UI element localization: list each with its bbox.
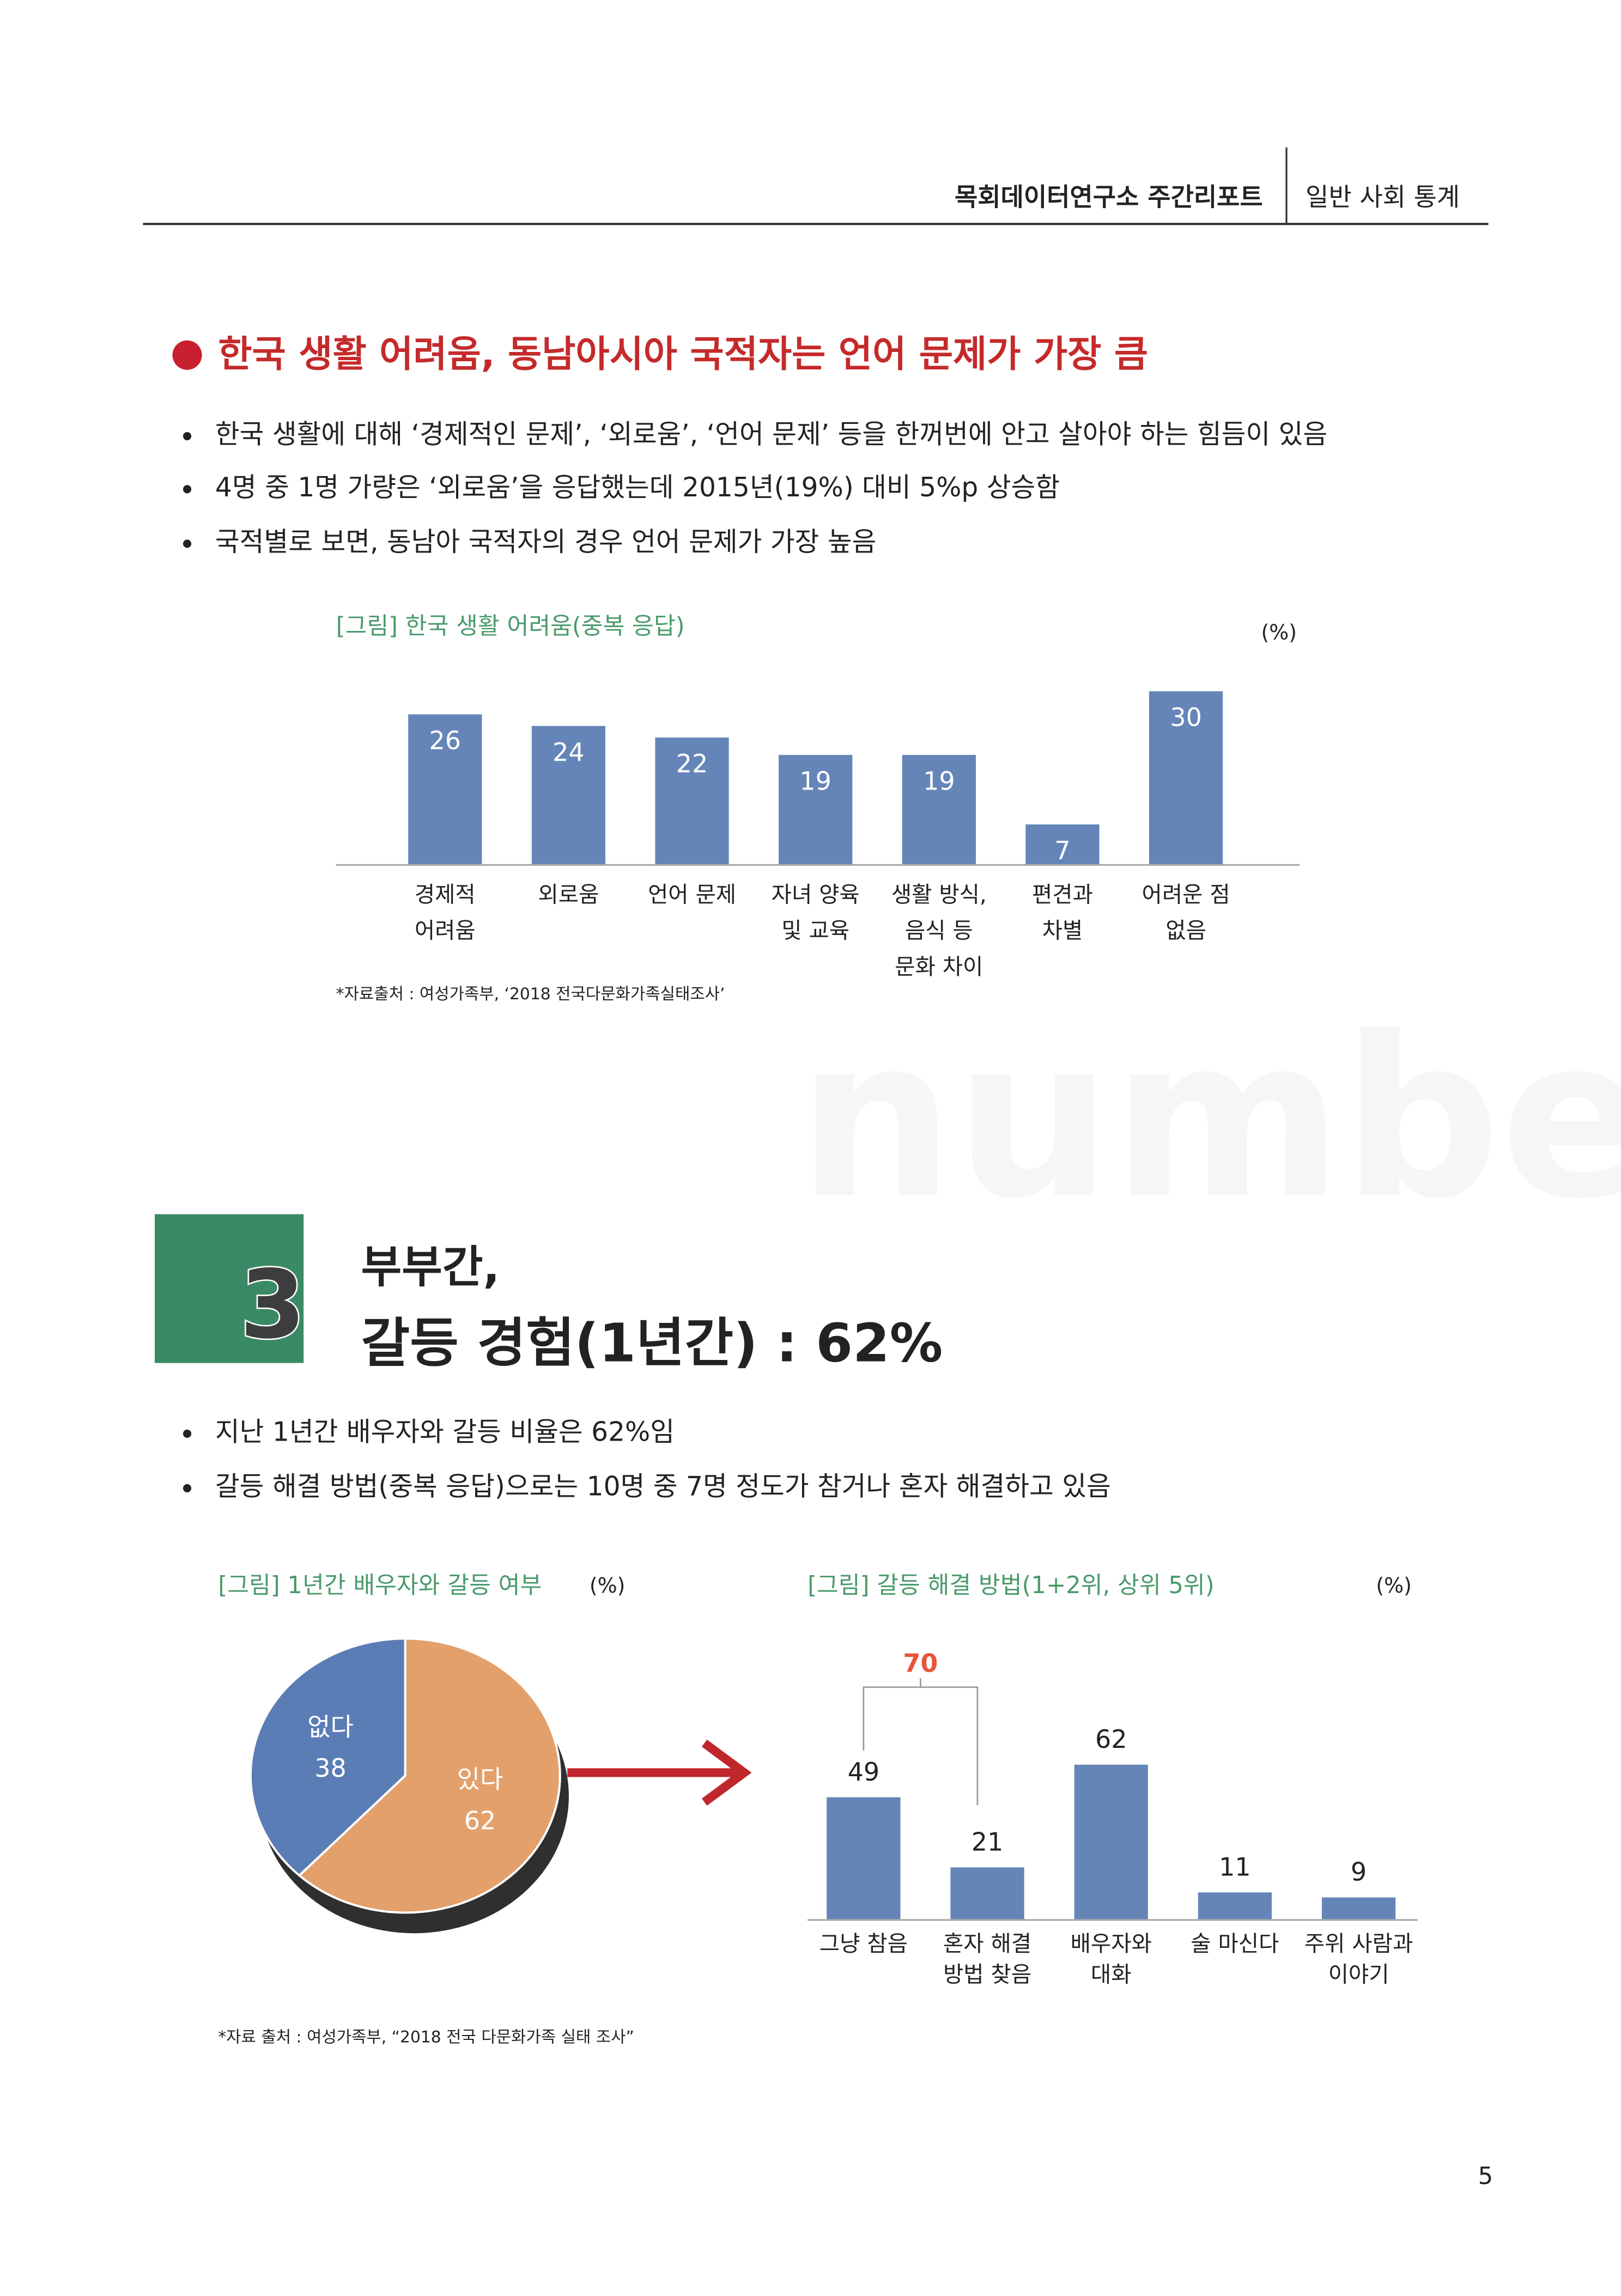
bullet-text: 갈등 해결 방법(중복 응답)으로는 10명 중 7명 정도가 참거나 혼자 해…: [215, 1471, 1111, 1502]
slice-value: 38: [314, 1753, 346, 1783]
category-label: 주위 사람과: [1304, 1930, 1413, 1957]
watermark: numbers: [797, 989, 1621, 1247]
category-label: 자녀 양육: [772, 881, 860, 907]
bullet-text: 4명 중 1명 가량은 ‘외로움’을 응답했는데 2015년(19%) 대비 5…: [215, 472, 1060, 503]
category-label: 이야기: [1328, 1961, 1389, 1988]
category-label: 편견과: [1032, 881, 1093, 907]
section-title: 갈등 경험(1년간) : 62%: [361, 1313, 943, 1374]
bar: [950, 1867, 1024, 1920]
category-label: 없음: [1165, 918, 1206, 944]
value-label: 9: [1351, 1857, 1367, 1887]
value-label: 22: [676, 749, 708, 779]
unit-label: (%): [1376, 1574, 1412, 1598]
category-label: 혼자 해결: [943, 1930, 1031, 1957]
section-box: [155, 1214, 304, 1363]
value-label: 24: [553, 737, 584, 767]
bar: [902, 755, 976, 865]
heading-dot: [172, 340, 202, 370]
chart-title: [그림] 갈등 해결 방법(1+2위, 상위 5위): [808, 1572, 1215, 1599]
header-title: 목회데이터연구소 주간리포트: [955, 183, 1263, 212]
value-label: 49: [848, 1757, 879, 1787]
value-label: 19: [799, 766, 831, 795]
bar: [827, 1797, 901, 1920]
value-label: 19: [923, 766, 955, 795]
chart-title: [그림] 한국 생활 어려움(중복 응답): [336, 613, 685, 640]
category-label: 배우자와: [1071, 1930, 1152, 1957]
category-label: 및 교육: [781, 918, 849, 944]
bar: [408, 714, 482, 865]
pie-slice: [249, 1637, 406, 1877]
bullet-text: 한국 생활에 대해 ‘경제적인 문제’, ‘외로움’, ‘언어 문제’ 등을 한…: [215, 420, 1327, 450]
bullet-text: 국적별로 보면, 동남아 국적자의 경우 언어 문제가 가장 높음: [215, 527, 877, 557]
slice-label: 있다: [457, 1765, 503, 1794]
section-heading: 한국 생활 어려움, 동남아시아 국적자는 언어 문제가 가장 큼: [218, 332, 1148, 375]
bar: [779, 755, 853, 865]
pie-slice: [298, 1637, 561, 1914]
category-label: 방법 찾음: [943, 1961, 1031, 1988]
bullet-dot: [183, 539, 192, 548]
value-label: 30: [1170, 703, 1202, 732]
value-label: 11: [1219, 1852, 1251, 1882]
bar: [1025, 824, 1100, 865]
source: *자료 출처 : 여성가족부, “2018 전국 다문화가족 실태 조사”: [218, 2028, 634, 2047]
bullet-dot: [183, 1484, 192, 1493]
bar: [531, 726, 606, 865]
arrow-head: [701, 1739, 752, 1806]
category-label: 차별: [1042, 918, 1083, 944]
annotation-bracket: [863, 1678, 979, 1805]
section-number: 3: [240, 1249, 305, 1359]
category-label: 술 마신다: [1191, 1930, 1279, 1957]
category-label: 어려운 점: [1142, 881, 1230, 907]
category-label: 대화: [1091, 1961, 1132, 1988]
category-label: 생활 방식,: [891, 881, 987, 907]
source: *자료출처 : 여성가족부, ‘2018 전국다문화가족실태조사’: [336, 985, 725, 1004]
bullet-dot: [183, 1429, 192, 1438]
page-number: 5: [1478, 2163, 1493, 2190]
category-label: 문화 차이: [895, 953, 983, 980]
slice-value: 62: [464, 1806, 496, 1835]
unit-label: (%): [590, 1574, 626, 1598]
category-label: 언어 문제: [648, 881, 736, 907]
bullet-text: 지난 1년간 배우자와 갈등 비율은 62%임: [215, 1417, 675, 1447]
category-label: 그냥 참음: [819, 1930, 908, 1957]
chart-title: [그림] 1년간 배우자와 갈등 여부: [218, 1572, 542, 1599]
value-label: 26: [429, 726, 462, 755]
annotation: 70: [903, 1649, 938, 1678]
unit-label: (%): [1261, 620, 1297, 644]
bullet-dot: [183, 432, 192, 441]
bar: [1149, 691, 1223, 865]
value-label: 7: [1054, 836, 1070, 865]
header-section: 일반 사회 통계: [1306, 183, 1460, 212]
bar: [655, 737, 729, 865]
bullet-dot: [183, 485, 192, 494]
value-label: 21: [972, 1827, 1004, 1857]
category-label: 경제적: [415, 881, 476, 907]
section-title: 부부간,: [361, 1242, 500, 1293]
bar: [1198, 1892, 1272, 1920]
slice-label: 없다: [307, 1712, 354, 1741]
category-label: 외로움: [538, 881, 599, 907]
bar: [1074, 1764, 1148, 1920]
category-label: 음식 등: [905, 918, 973, 944]
bar: [1321, 1897, 1396, 1920]
category-label: 어려움: [415, 918, 476, 944]
value-label: 62: [1095, 1724, 1127, 1754]
